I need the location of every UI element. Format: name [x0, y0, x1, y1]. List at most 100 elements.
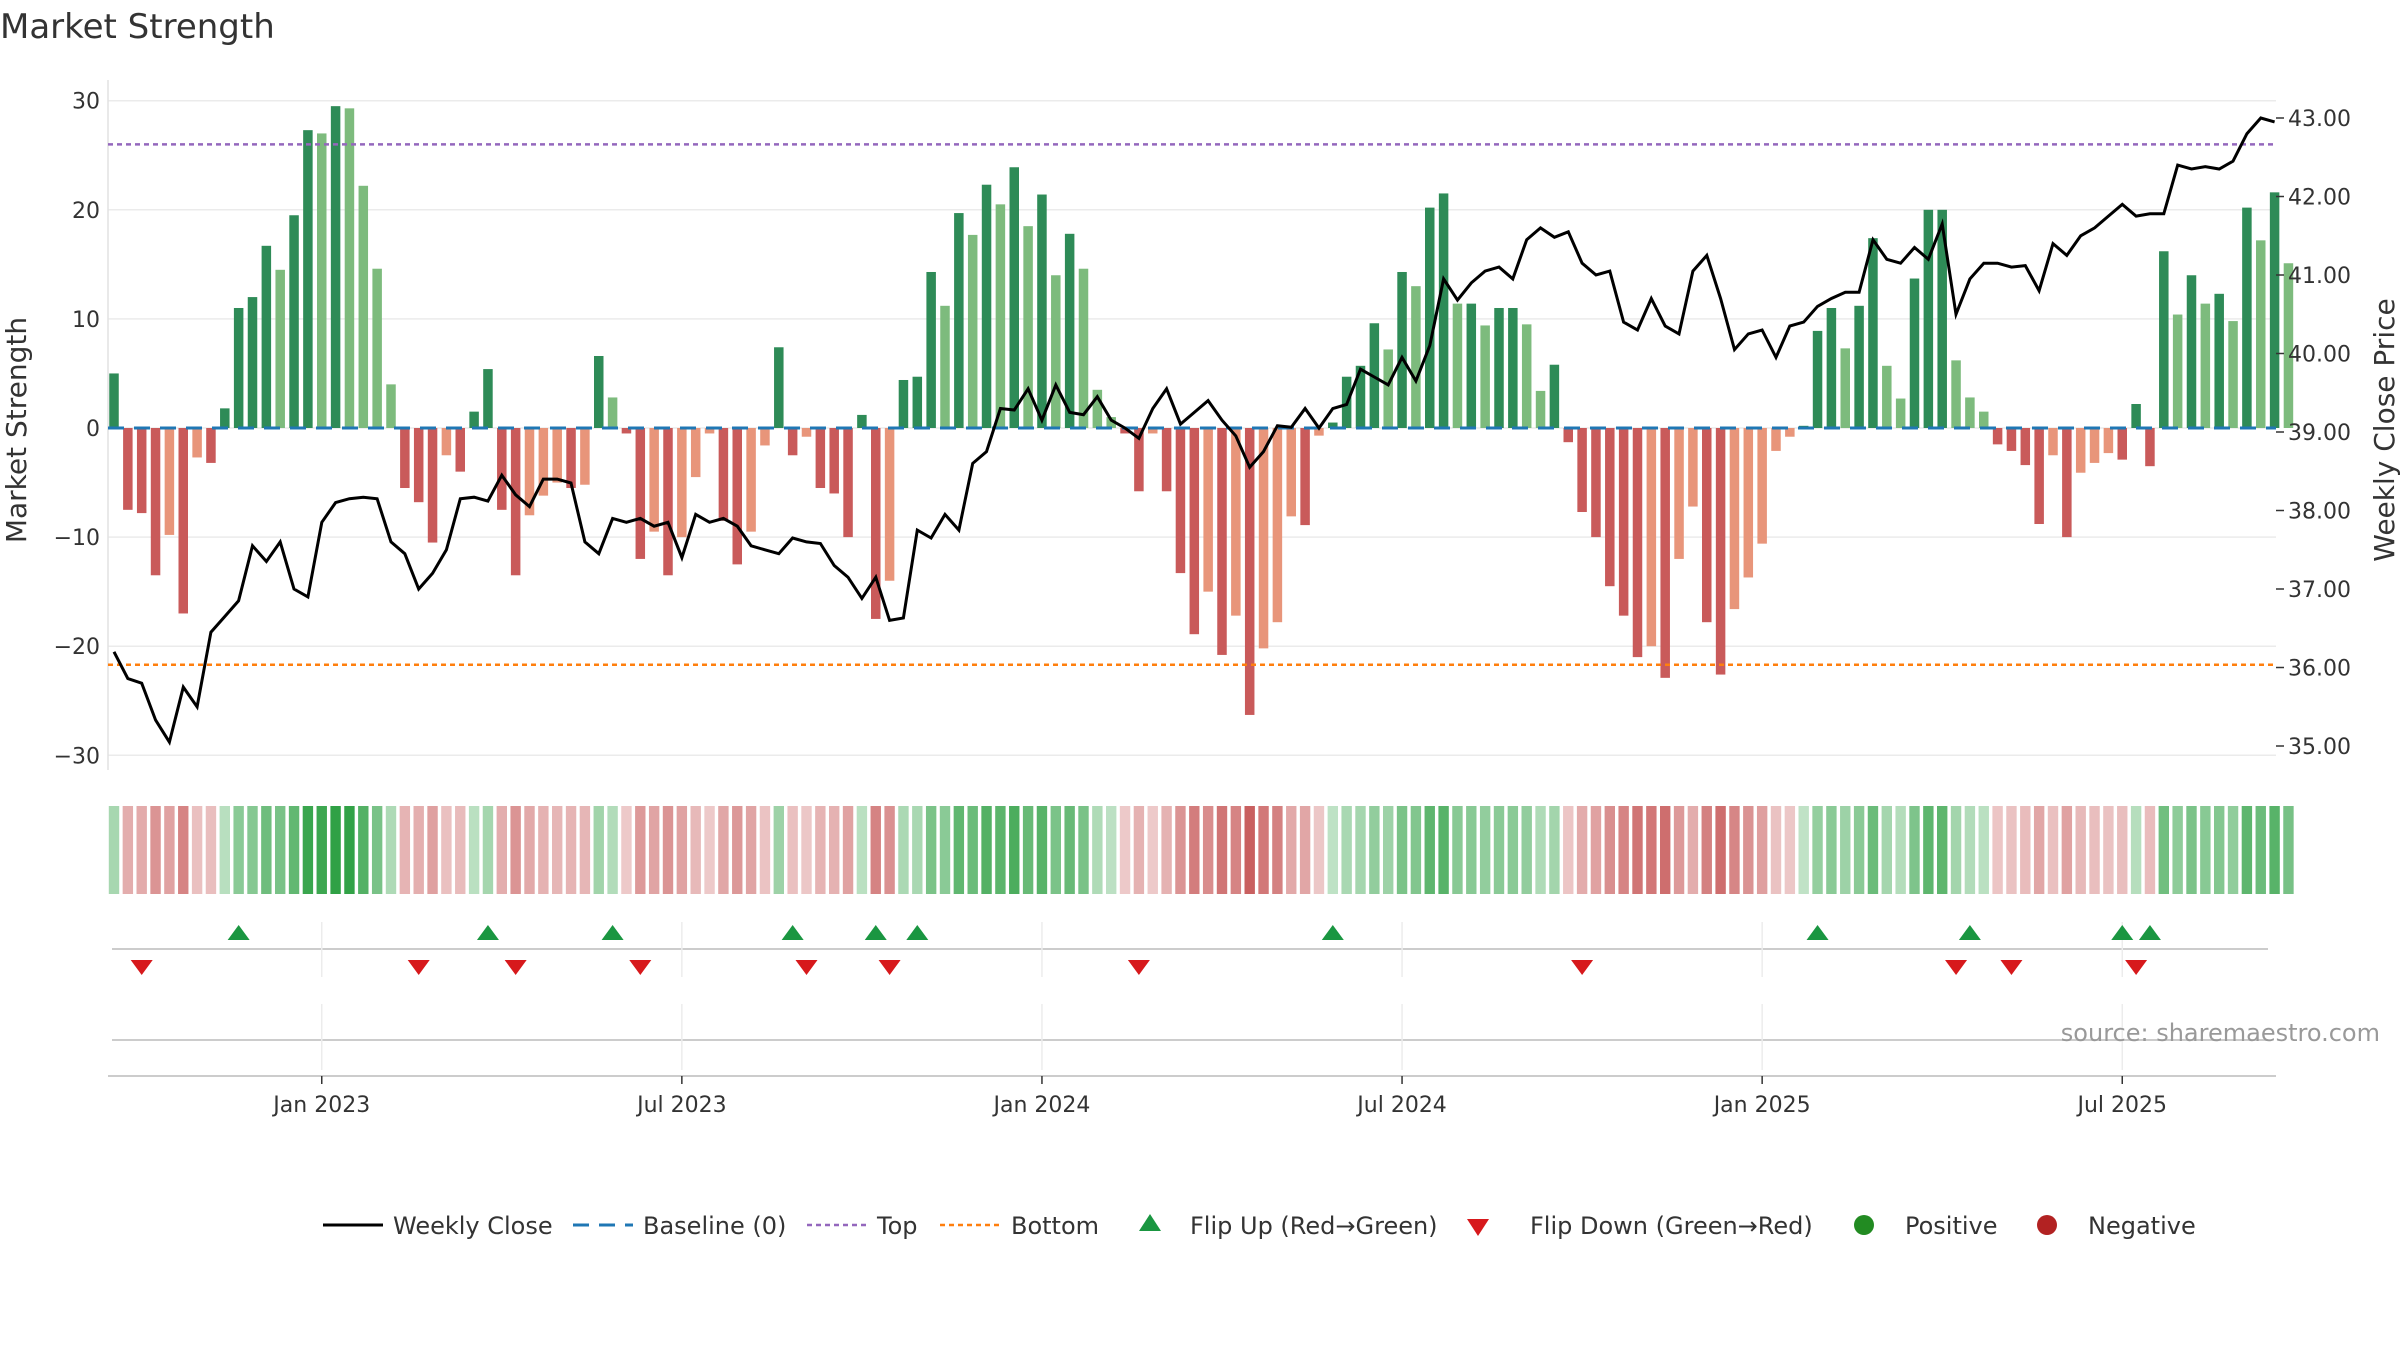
strength-bar	[1729, 428, 1740, 610]
y2-tick-label: 41.00	[2288, 264, 2351, 289]
heat-cell	[1452, 806, 1463, 894]
strength-bar	[746, 428, 756, 532]
heat-cell	[1009, 806, 1020, 894]
strength-bar	[317, 133, 327, 428]
heat-cell	[538, 806, 549, 894]
heat-cell	[524, 806, 535, 894]
strength-bar	[1563, 428, 1573, 443]
heat-cell	[925, 806, 937, 894]
strength-bar	[2020, 428, 2031, 466]
strength-bar	[1383, 349, 1393, 428]
chart-title: Market Strength	[0, 7, 275, 47]
strength-bar	[1120, 428, 1130, 434]
strength-bars	[109, 106, 2294, 715]
heat-cell	[1895, 806, 1906, 894]
strength-bar	[1134, 428, 1144, 492]
strength-bar	[663, 428, 673, 576]
flip-down-marker	[2000, 960, 2023, 975]
strength-bar	[1466, 303, 1477, 428]
heat-cell	[1493, 806, 1505, 894]
source-credit: source: sharemaestro.com	[2061, 1019, 2380, 1047]
flip-up-marker	[864, 925, 887, 940]
strength-bar	[1244, 428, 1255, 715]
strength-bar	[1521, 324, 1532, 428]
strength-bar	[1826, 307, 1837, 428]
strength-bar	[413, 428, 424, 503]
heat-cell	[552, 806, 563, 894]
heat-cell	[1355, 806, 1366, 894]
legend-label: Flip Down (Green→Red)	[1530, 1212, 1813, 1240]
heat-cell	[1202, 806, 1214, 894]
strength-bar	[136, 428, 147, 514]
y-tick-label: 30	[72, 90, 100, 115]
heat-cell	[1161, 806, 1172, 894]
heat-cell	[288, 806, 300, 894]
legend-negative: Negative	[2037, 1212, 2196, 1240]
strength-bar	[2269, 192, 2280, 428]
heat-cell	[1590, 806, 1602, 894]
heat-cell	[1604, 806, 1615, 894]
heat-cell	[1549, 806, 1560, 894]
legend-bottom: Bottom	[940, 1212, 1099, 1240]
heat-cell	[1507, 806, 1519, 894]
legend-label: Flip Up (Red→Green)	[1190, 1212, 1438, 1240]
heat-cell	[773, 806, 784, 894]
strength-bar	[760, 428, 770, 446]
heat-cell	[1618, 806, 1629, 894]
strength-bar	[1923, 209, 1934, 428]
heat-cell	[2158, 806, 2169, 894]
strength-bar	[1494, 307, 1504, 428]
heat-cell	[1216, 806, 1228, 894]
heat-cell	[496, 806, 507, 894]
strength-bar	[1411, 286, 1421, 428]
heat-cell	[787, 806, 798, 894]
strength-bar	[967, 234, 978, 428]
strength-bar	[1785, 428, 1795, 437]
strength-bar	[427, 428, 438, 543]
flip-down-marker	[1945, 960, 1968, 975]
heat-cell	[2269, 806, 2280, 894]
heat-cell	[2047, 806, 2059, 894]
strength-bar	[2186, 275, 2197, 428]
strength-bar	[704, 428, 715, 434]
strength-bar	[1161, 428, 1172, 492]
y2-tick-label: 36.00	[2288, 657, 2351, 682]
heat-cell	[1881, 806, 1892, 894]
strength-bar	[801, 428, 812, 437]
strength-bar	[1425, 207, 1435, 428]
heat-cell	[1438, 806, 1449, 894]
strength-bar	[1217, 428, 1227, 655]
heat-cell	[1410, 806, 1422, 894]
strength-bar	[1674, 428, 1684, 559]
heat-cell	[829, 806, 840, 894]
strength-bar	[1314, 428, 1324, 436]
heat-cell	[718, 806, 729, 894]
heat-cell	[995, 806, 1006, 894]
heat-cell	[1092, 806, 1103, 894]
legend-label: Baseline (0)	[643, 1212, 786, 1240]
heat-cell	[108, 806, 120, 894]
heat-cell	[1826, 806, 1837, 894]
heat-cell	[2006, 806, 2017, 894]
strength-bar	[2103, 428, 2114, 454]
heat-cell	[1078, 806, 1089, 894]
y-tick-label: 10	[72, 308, 100, 333]
strength-bar	[275, 269, 285, 428]
strength-bar	[1632, 428, 1643, 658]
heat-cell	[1369, 806, 1380, 894]
heat-cell	[164, 806, 175, 894]
y-tick-label: −20	[54, 635, 100, 660]
heat-cell	[1660, 806, 1671, 894]
y-axis-right-label: Weekly Close Price	[2368, 298, 2400, 561]
strength-bar	[2256, 240, 2266, 428]
heat-cell	[856, 806, 868, 894]
strength-bar	[1812, 330, 1823, 428]
strength-bar	[289, 215, 299, 428]
strength-bar	[1840, 348, 1850, 428]
x-tick-label: Jul 2024	[1355, 1093, 1447, 1118]
heat-cell	[1119, 806, 1131, 894]
heat-cell	[662, 806, 674, 894]
heat-cell	[648, 806, 660, 894]
strength-bar	[566, 428, 576, 489]
strength-bar	[1937, 209, 1947, 428]
